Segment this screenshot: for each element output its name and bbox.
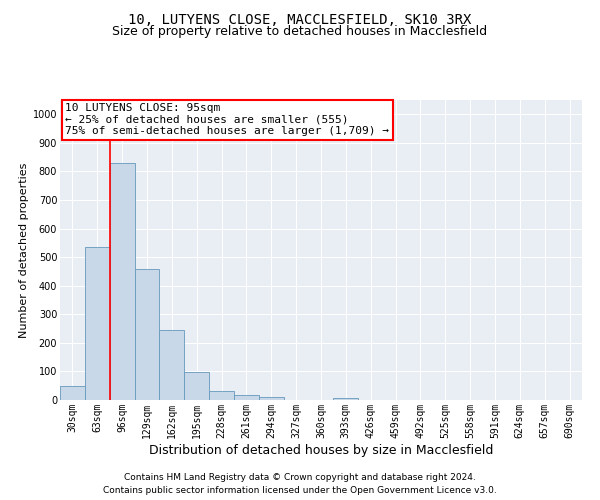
Text: 10, LUTYENS CLOSE, MACCLESFIELD, SK10 3RX: 10, LUTYENS CLOSE, MACCLESFIELD, SK10 3R… — [128, 12, 472, 26]
Bar — [160, 330, 184, 400]
Bar — [209, 390, 234, 400]
Bar — [259, 397, 284, 400]
Bar — [334, 398, 358, 400]
Bar — [60, 386, 85, 400]
Y-axis label: Number of detached properties: Number of detached properties — [19, 162, 29, 338]
Bar — [110, 163, 134, 400]
Bar — [85, 247, 110, 400]
Text: Contains HM Land Registry data © Crown copyright and database right 2024.: Contains HM Land Registry data © Crown c… — [124, 474, 476, 482]
Bar — [234, 395, 259, 400]
Text: Size of property relative to detached houses in Macclesfield: Size of property relative to detached ho… — [112, 25, 488, 38]
X-axis label: Distribution of detached houses by size in Macclesfield: Distribution of detached houses by size … — [149, 444, 493, 456]
Text: Contains public sector information licensed under the Open Government Licence v3: Contains public sector information licen… — [103, 486, 497, 495]
Bar — [184, 372, 209, 400]
Text: 10 LUTYENS CLOSE: 95sqm
← 25% of detached houses are smaller (555)
75% of semi-d: 10 LUTYENS CLOSE: 95sqm ← 25% of detache… — [65, 103, 389, 136]
Bar — [134, 268, 160, 400]
